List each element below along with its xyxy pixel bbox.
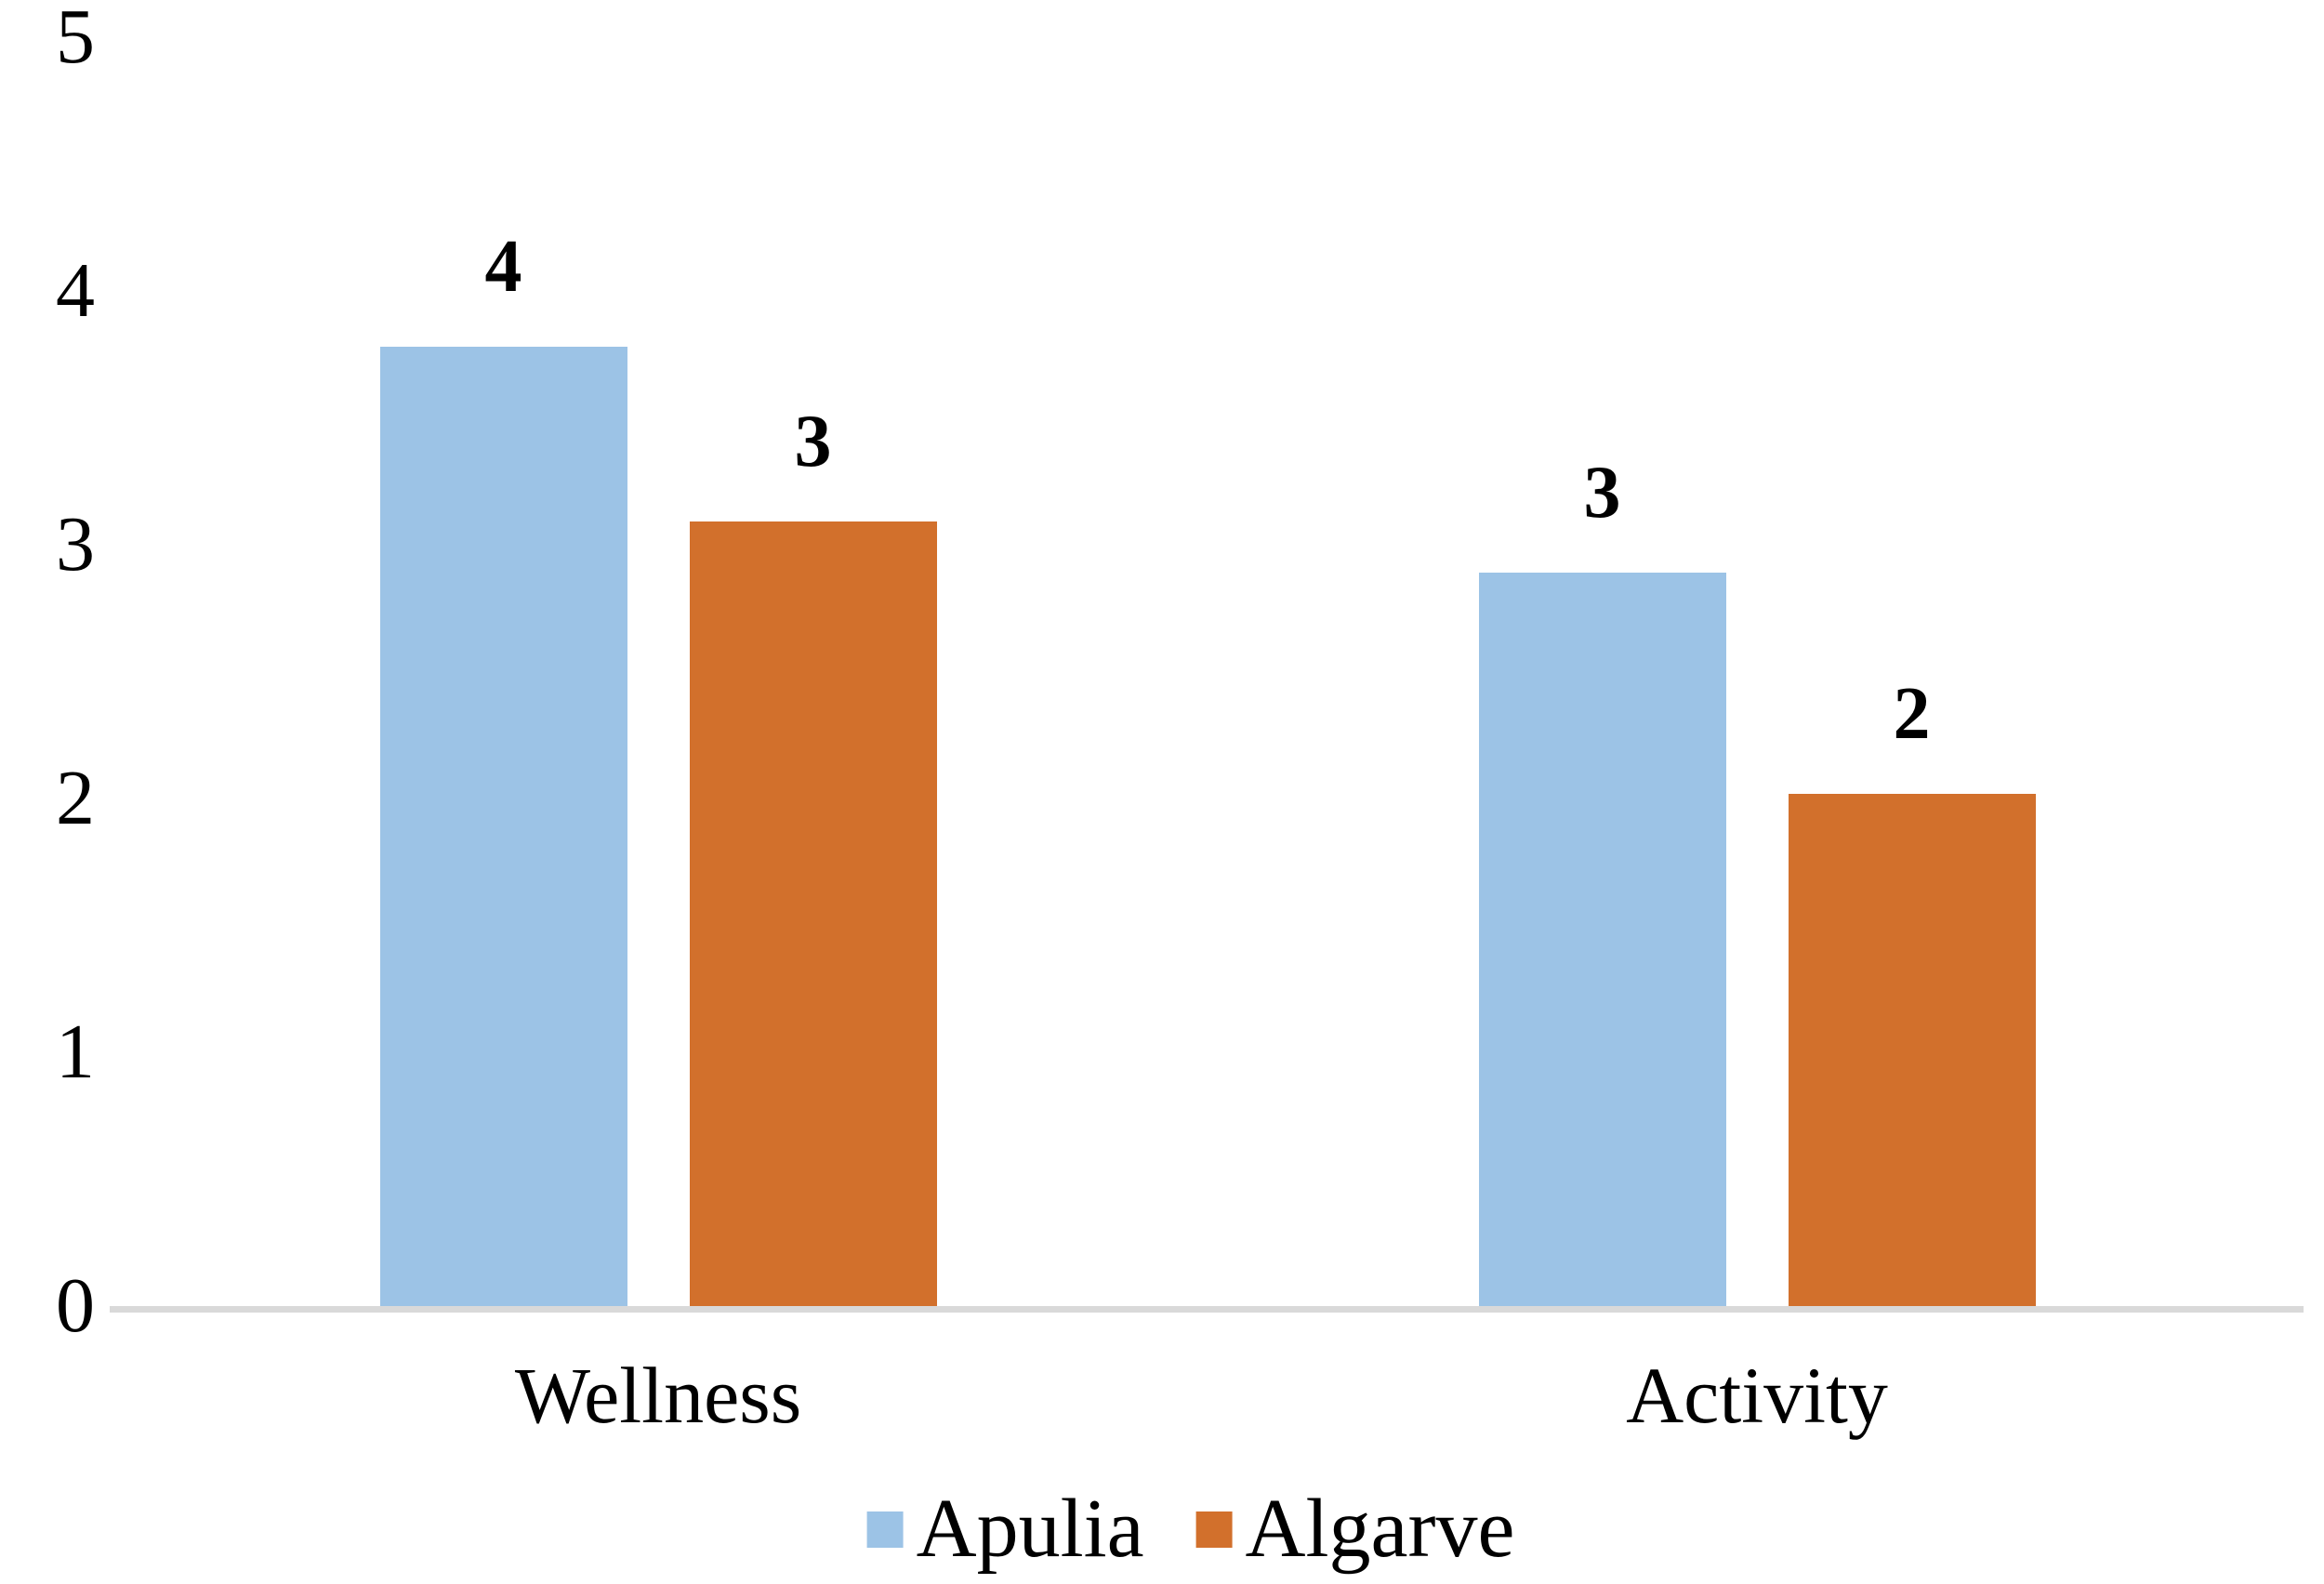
bar-activity-algarve bbox=[1788, 794, 2036, 1306]
y-tick-label-1: 1 bbox=[56, 1009, 95, 1095]
legend-label-apulia: Apulia bbox=[916, 1483, 1144, 1575]
y-tick-label-4: 4 bbox=[56, 247, 95, 334]
legend-label-algarve: Algarve bbox=[1245, 1483, 1515, 1575]
x-axis-line bbox=[110, 1306, 2304, 1313]
data-label-activity-apulia: 3 bbox=[1583, 452, 1621, 534]
legend-swatch-algarve bbox=[1195, 1511, 1233, 1548]
y-tick-label-0: 0 bbox=[56, 1262, 95, 1349]
bar-wellness-algarve bbox=[689, 521, 937, 1306]
data-label-activity-algarve: 2 bbox=[1893, 673, 1931, 755]
legend-swatch-apulia bbox=[866, 1511, 904, 1548]
x-category-label-activity: Activity bbox=[1626, 1351, 1888, 1440]
data-label-wellness-algarve: 3 bbox=[794, 401, 832, 482]
y-tick-label-5: 5 bbox=[56, 0, 95, 80]
bar-wellness-apulia bbox=[379, 347, 627, 1306]
y-tick-label-3: 3 bbox=[56, 501, 95, 587]
x-category-label-wellness: Wellness bbox=[514, 1351, 802, 1440]
data-label-wellness-apulia: 4 bbox=[484, 226, 522, 308]
bar-activity-apulia bbox=[1478, 573, 1726, 1306]
legend: Apulia Algarve bbox=[866, 1483, 1515, 1575]
y-tick-label-2: 2 bbox=[56, 755, 95, 841]
legend-item-apulia: Apulia bbox=[866, 1483, 1144, 1575]
legend-item-algarve: Algarve bbox=[1195, 1483, 1515, 1575]
